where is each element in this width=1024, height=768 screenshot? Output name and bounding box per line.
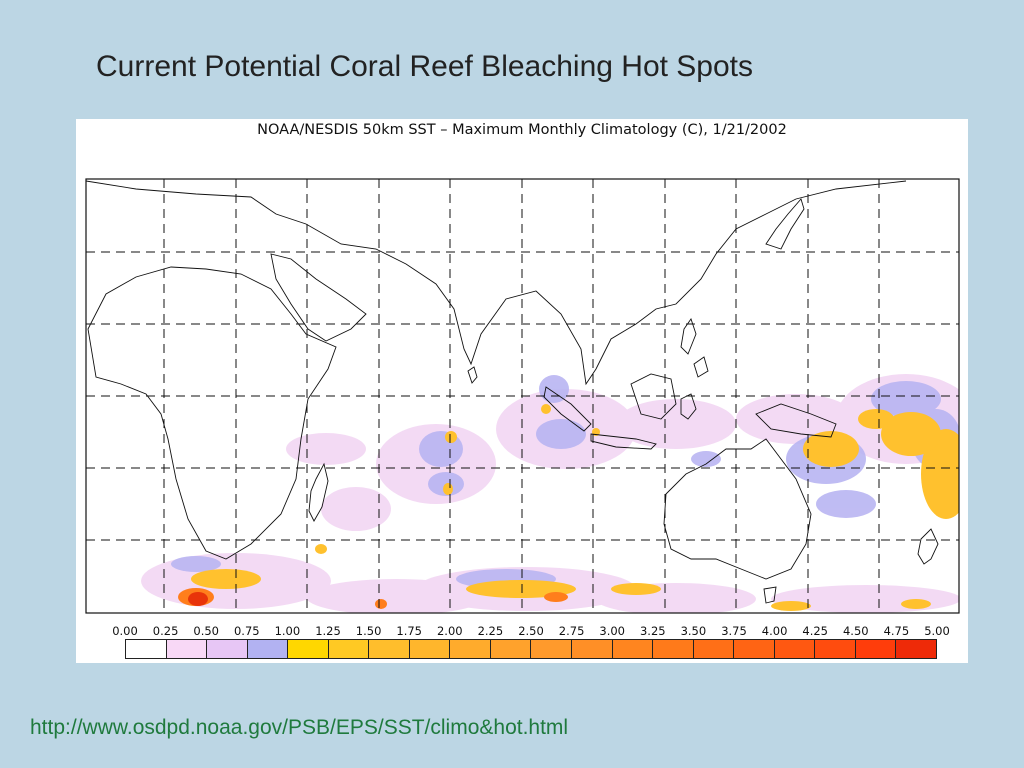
figure-title: NOAA/NESDIS 50km SST – Maximum Monthly C… [257,122,787,138]
colorbar-swatch [369,640,410,658]
colorbar-tick-label: 0.75 [233,624,260,638]
hotspot-patches [141,374,959,613]
colorbar-tick-label: 4.25 [802,624,828,638]
colorbar-swatch [207,640,248,658]
colorbar-swatch [288,640,329,658]
colorbar-swatch [409,640,451,658]
colorbar-tick-label: 3.50 [680,624,707,638]
colorbar-swatch [166,640,208,658]
colorbar-swatch [855,640,897,658]
colorbar-tick-label: 1.50 [355,624,382,638]
colorbar-swatch [247,640,289,658]
map-frame [85,178,960,614]
colorbar-swatch [490,640,532,658]
source-link[interactable]: http://www.osdpd.noaa.gov/PSB/EPS/SST/cl… [30,716,569,739]
coastlines [86,180,939,604]
colorbar-swatch [450,640,491,658]
colorbar-tick-label: 3.75 [721,624,747,638]
colorbar-tick-label: 4.50 [842,624,869,638]
colorbar-tick-label: 2.25 [477,624,504,638]
colorbar-tick-label: 4.00 [761,624,788,638]
colorbar-swatch [653,640,694,658]
colorbar-tick-labels: 0.00 0.25 0.50 0.75 1.00 1.25 1.50 1.75 2.00 2.25… [76,624,968,638]
colorbar-tick-label: 5.00 [924,624,950,638]
colorbar-swatch [328,640,370,658]
colorbar-tick-label: 3.25 [639,624,666,638]
colorbar-swatch [734,640,775,658]
colorbar-tick-label: 0.50 [193,624,219,638]
colorbar-tick-label: 4.75 [883,624,910,638]
colorbar-swatch [572,640,613,658]
colorbar-tick-label: 2.00 [436,624,463,638]
colorbar-tick-label: 0.25 [152,624,179,638]
colorbar-tick-label: 3.00 [599,624,625,638]
colorbar-tick-label: 1.00 [274,624,301,638]
colorbar-swatch [693,640,735,658]
colorbar-tick-label: 1.75 [396,624,422,638]
colorbar-swatch [612,640,654,658]
colorbar-swatch [126,640,167,658]
colorbar-tick-label: 2.50 [518,624,544,638]
colorbar-swatch [815,640,856,658]
colorbar [125,639,937,659]
colorbar-swatch [896,640,936,658]
colorbar-tick-label: 1.25 [315,624,341,638]
colorbar-tick-label: 0.00 [112,624,138,638]
slide-title: Current Potential Coral Reef Bleaching H… [96,50,754,83]
sst-map [85,178,960,614]
colorbar-swatch [774,640,816,658]
colorbar-swatch [531,640,573,658]
colorbar-tick-label: 2.75 [558,624,585,638]
graticule [86,179,959,613]
map-figure: NOAA/NESDIS 50km SST – Maximum Monthly C… [76,119,968,663]
